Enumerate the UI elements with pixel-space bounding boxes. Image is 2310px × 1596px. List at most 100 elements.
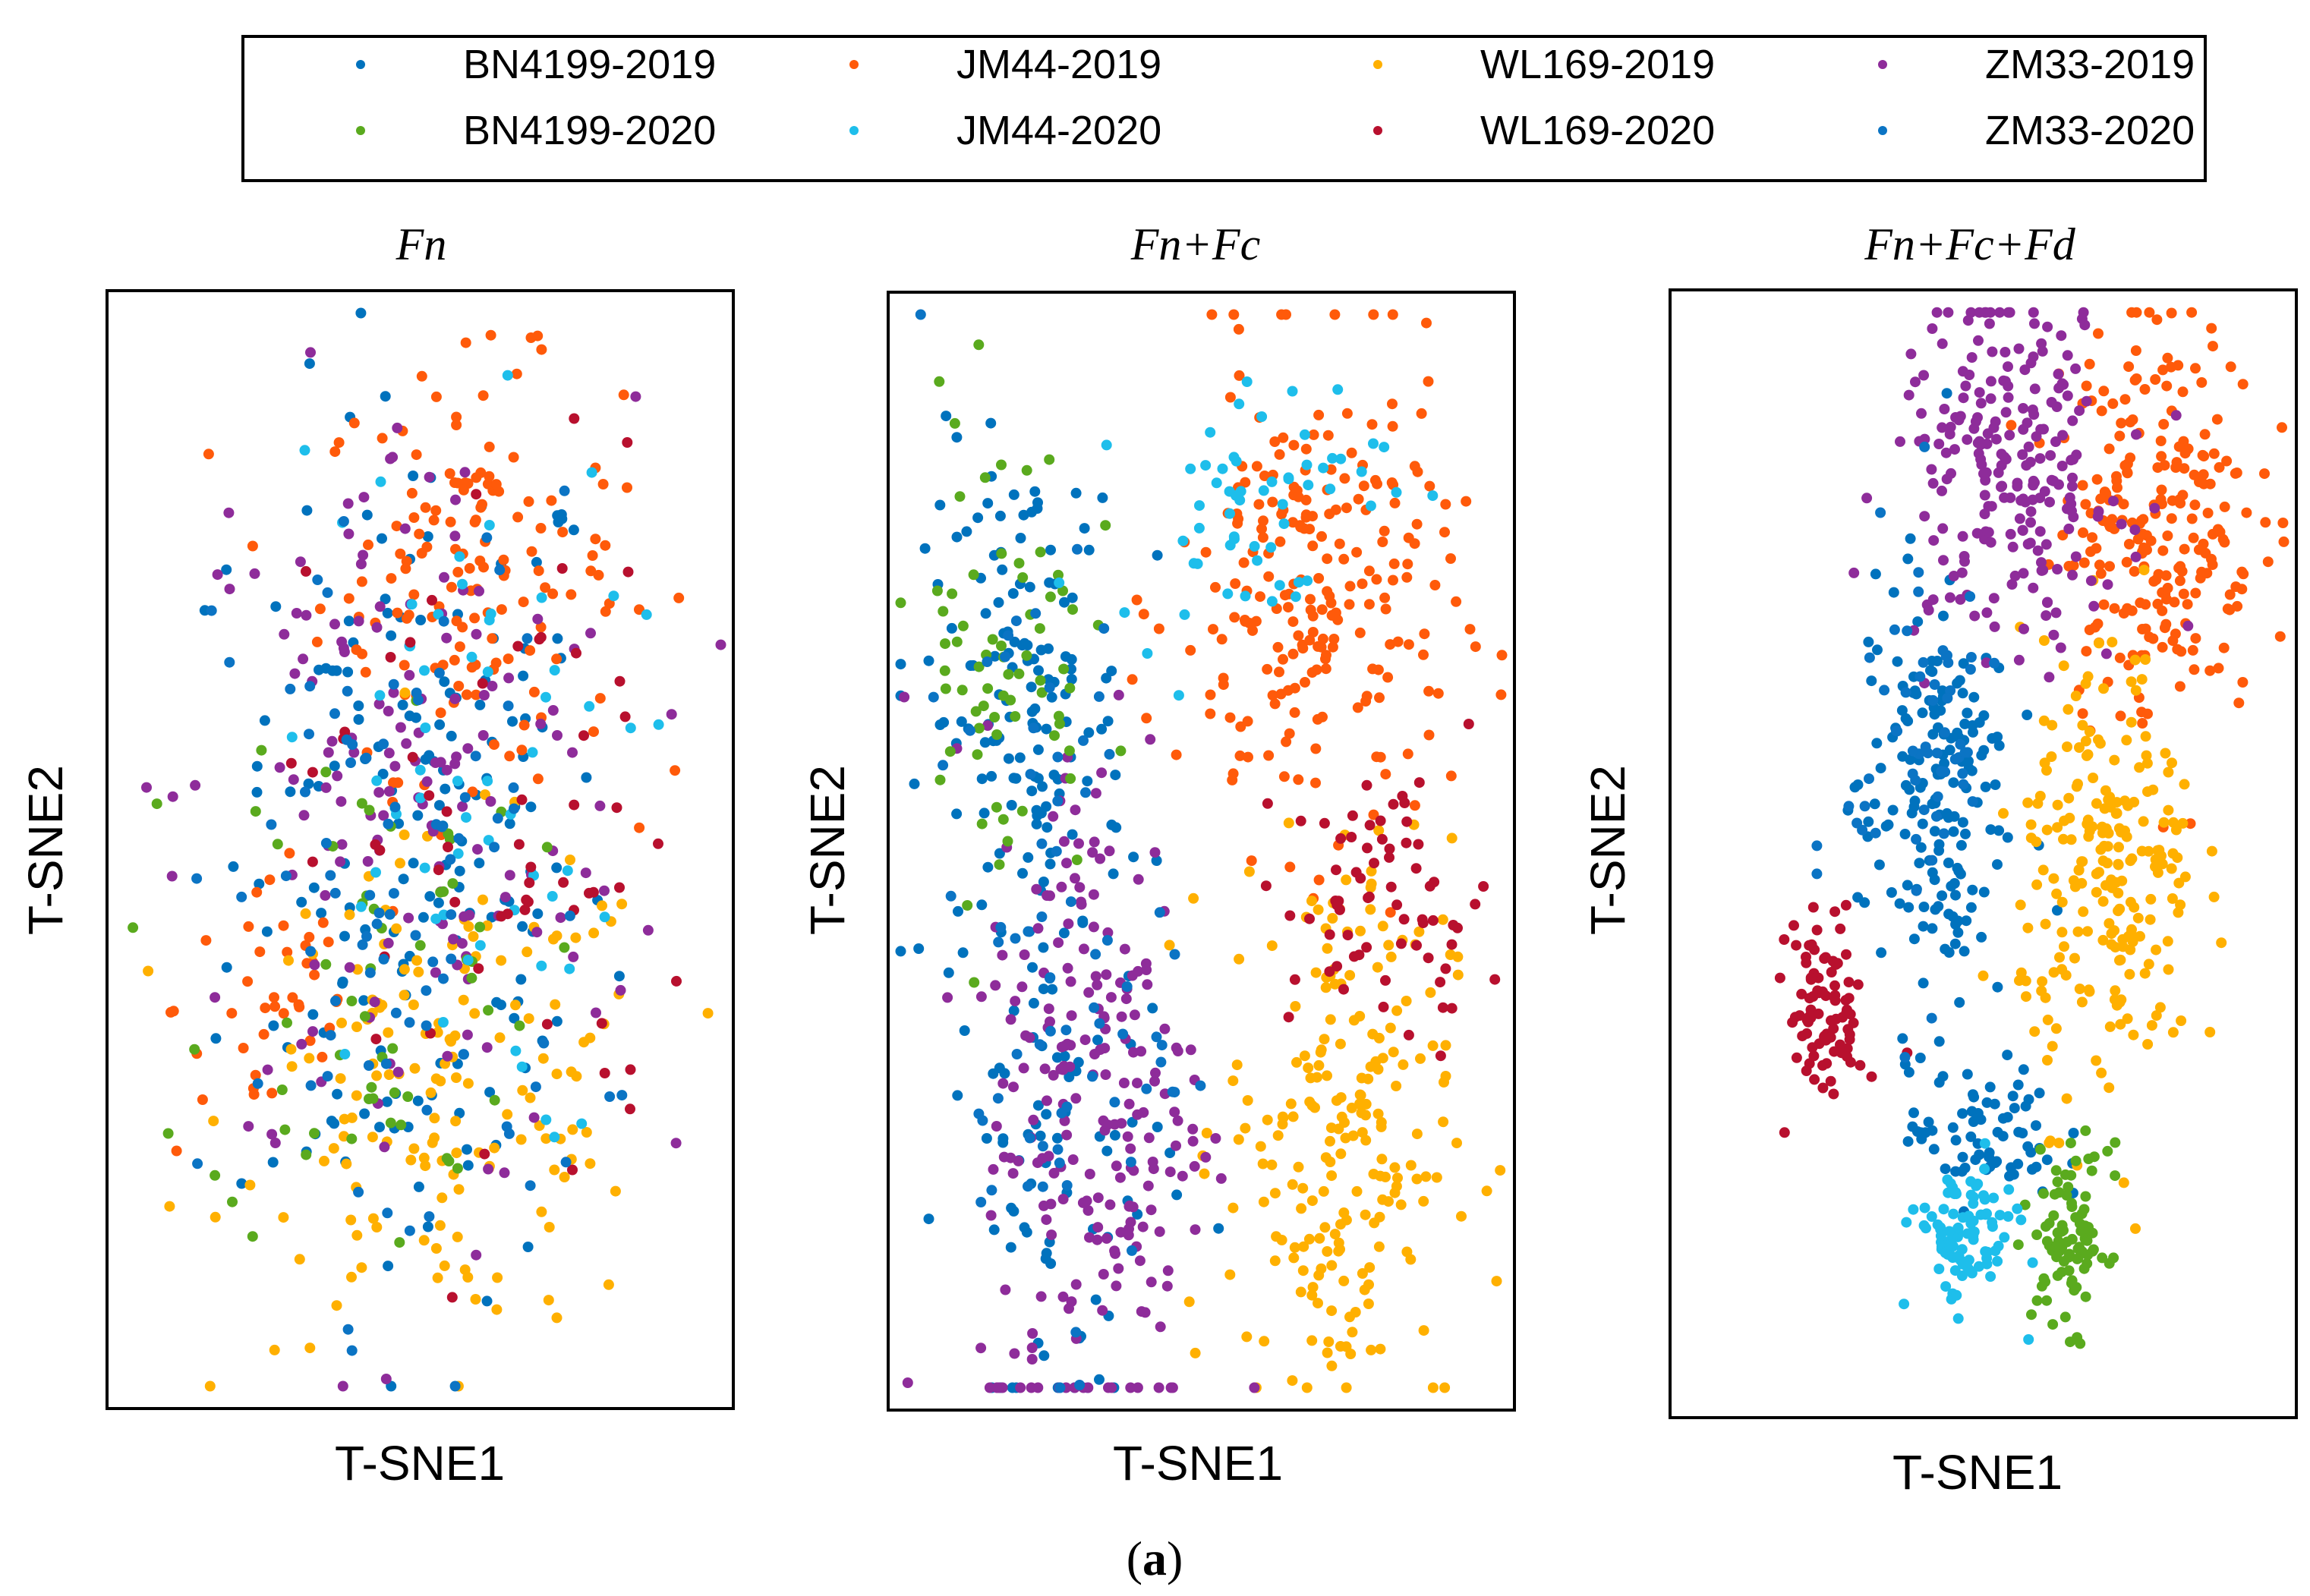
data-point (1038, 984, 1049, 995)
data-point (430, 757, 441, 768)
data-point (1038, 877, 1049, 887)
data-point (418, 1235, 430, 1246)
data-point (1917, 818, 1928, 829)
data-point (1243, 866, 1255, 877)
data-point (2127, 414, 2138, 425)
data-point (2047, 719, 2058, 731)
data-point (294, 1001, 305, 1012)
data-point (1320, 982, 1331, 993)
data-point (1346, 832, 1357, 842)
data-point (1944, 592, 1955, 603)
data-point (1116, 1011, 1127, 1022)
data-point (421, 1104, 433, 1116)
data-point (1383, 940, 1395, 951)
data-point (1902, 553, 1914, 565)
data-point (437, 1017, 449, 1028)
data-point (953, 905, 963, 917)
data-point (2009, 1103, 2020, 1114)
data-point (528, 1112, 540, 1123)
data-point (1205, 427, 1216, 438)
data-point (251, 760, 263, 772)
data-point (452, 848, 464, 859)
data-point (344, 962, 355, 973)
data-point (1927, 323, 1938, 334)
data-point (2089, 622, 2100, 633)
data-point (1110, 1248, 1120, 1259)
data-point (570, 932, 581, 943)
data-point (1105, 1199, 1116, 1210)
data-point (1981, 467, 1992, 478)
data-point (552, 510, 563, 521)
data-point (2053, 1187, 2065, 1198)
data-point (2122, 603, 2133, 614)
data-point (2041, 1221, 2051, 1232)
data-point (2093, 328, 2104, 339)
data-point (1914, 1053, 1926, 1063)
data-point (143, 965, 154, 977)
data-point (1990, 433, 2002, 445)
data-point (566, 589, 577, 600)
data-point (2084, 826, 2095, 837)
data-point (2000, 407, 2012, 418)
data-point (1301, 1382, 1313, 1393)
data-point (339, 1049, 351, 1059)
data-point (1876, 947, 1887, 959)
data-point (436, 821, 448, 833)
data-point (546, 495, 557, 506)
data-point (2018, 493, 2029, 505)
data-point (1295, 521, 1306, 533)
data-point (2066, 834, 2077, 845)
data-point (997, 1078, 1009, 1089)
data-point (247, 1231, 258, 1242)
data-point (1302, 575, 1313, 587)
data-point (367, 1213, 379, 1224)
data-point (2077, 719, 2088, 731)
data-point (616, 1090, 628, 1101)
data-point (625, 722, 636, 734)
data-point (1284, 910, 1296, 921)
data-point (375, 476, 386, 487)
scatter-points (1774, 307, 2290, 1349)
data-point (442, 1050, 453, 1062)
data-point (982, 656, 993, 667)
data-point (1090, 971, 1101, 982)
data-point (1311, 664, 1322, 675)
data-point (1164, 1166, 1176, 1178)
data-point (2076, 996, 2088, 1008)
data-point (304, 1343, 316, 1354)
data-point (1242, 716, 1253, 727)
data-point (1052, 751, 1064, 763)
data-point (392, 607, 403, 619)
data-point (1338, 984, 1349, 995)
data-point (2262, 556, 2274, 568)
data-point (1259, 1336, 1270, 1347)
data-point (2081, 646, 2092, 657)
data-point (2034, 1088, 2045, 1099)
data-point (941, 411, 952, 422)
data-point (1980, 1246, 1991, 1258)
data-point (1923, 1116, 1934, 1128)
data-point (571, 647, 581, 659)
data-point (2190, 363, 2201, 374)
data-point (1957, 1108, 1968, 1119)
data-point (980, 608, 991, 619)
data-point (377, 433, 388, 444)
data-point (399, 687, 411, 698)
data-point (1870, 827, 1881, 839)
data-point (2018, 623, 2029, 634)
data-point (2104, 521, 2116, 533)
data-point (2110, 1170, 2121, 1182)
data-point (1382, 672, 1394, 683)
data-point (1411, 518, 1423, 530)
data-point (641, 609, 652, 620)
data-point (959, 1025, 970, 1036)
data-point (2155, 436, 2167, 446)
data-point (1981, 1097, 1993, 1108)
data-point (2113, 887, 2124, 899)
data-point (510, 1045, 522, 1056)
data-point (1438, 1116, 1449, 1128)
data-point (370, 839, 381, 850)
data-point (1439, 527, 1450, 538)
data-point (1401, 571, 1413, 583)
data-point (2060, 970, 2072, 981)
